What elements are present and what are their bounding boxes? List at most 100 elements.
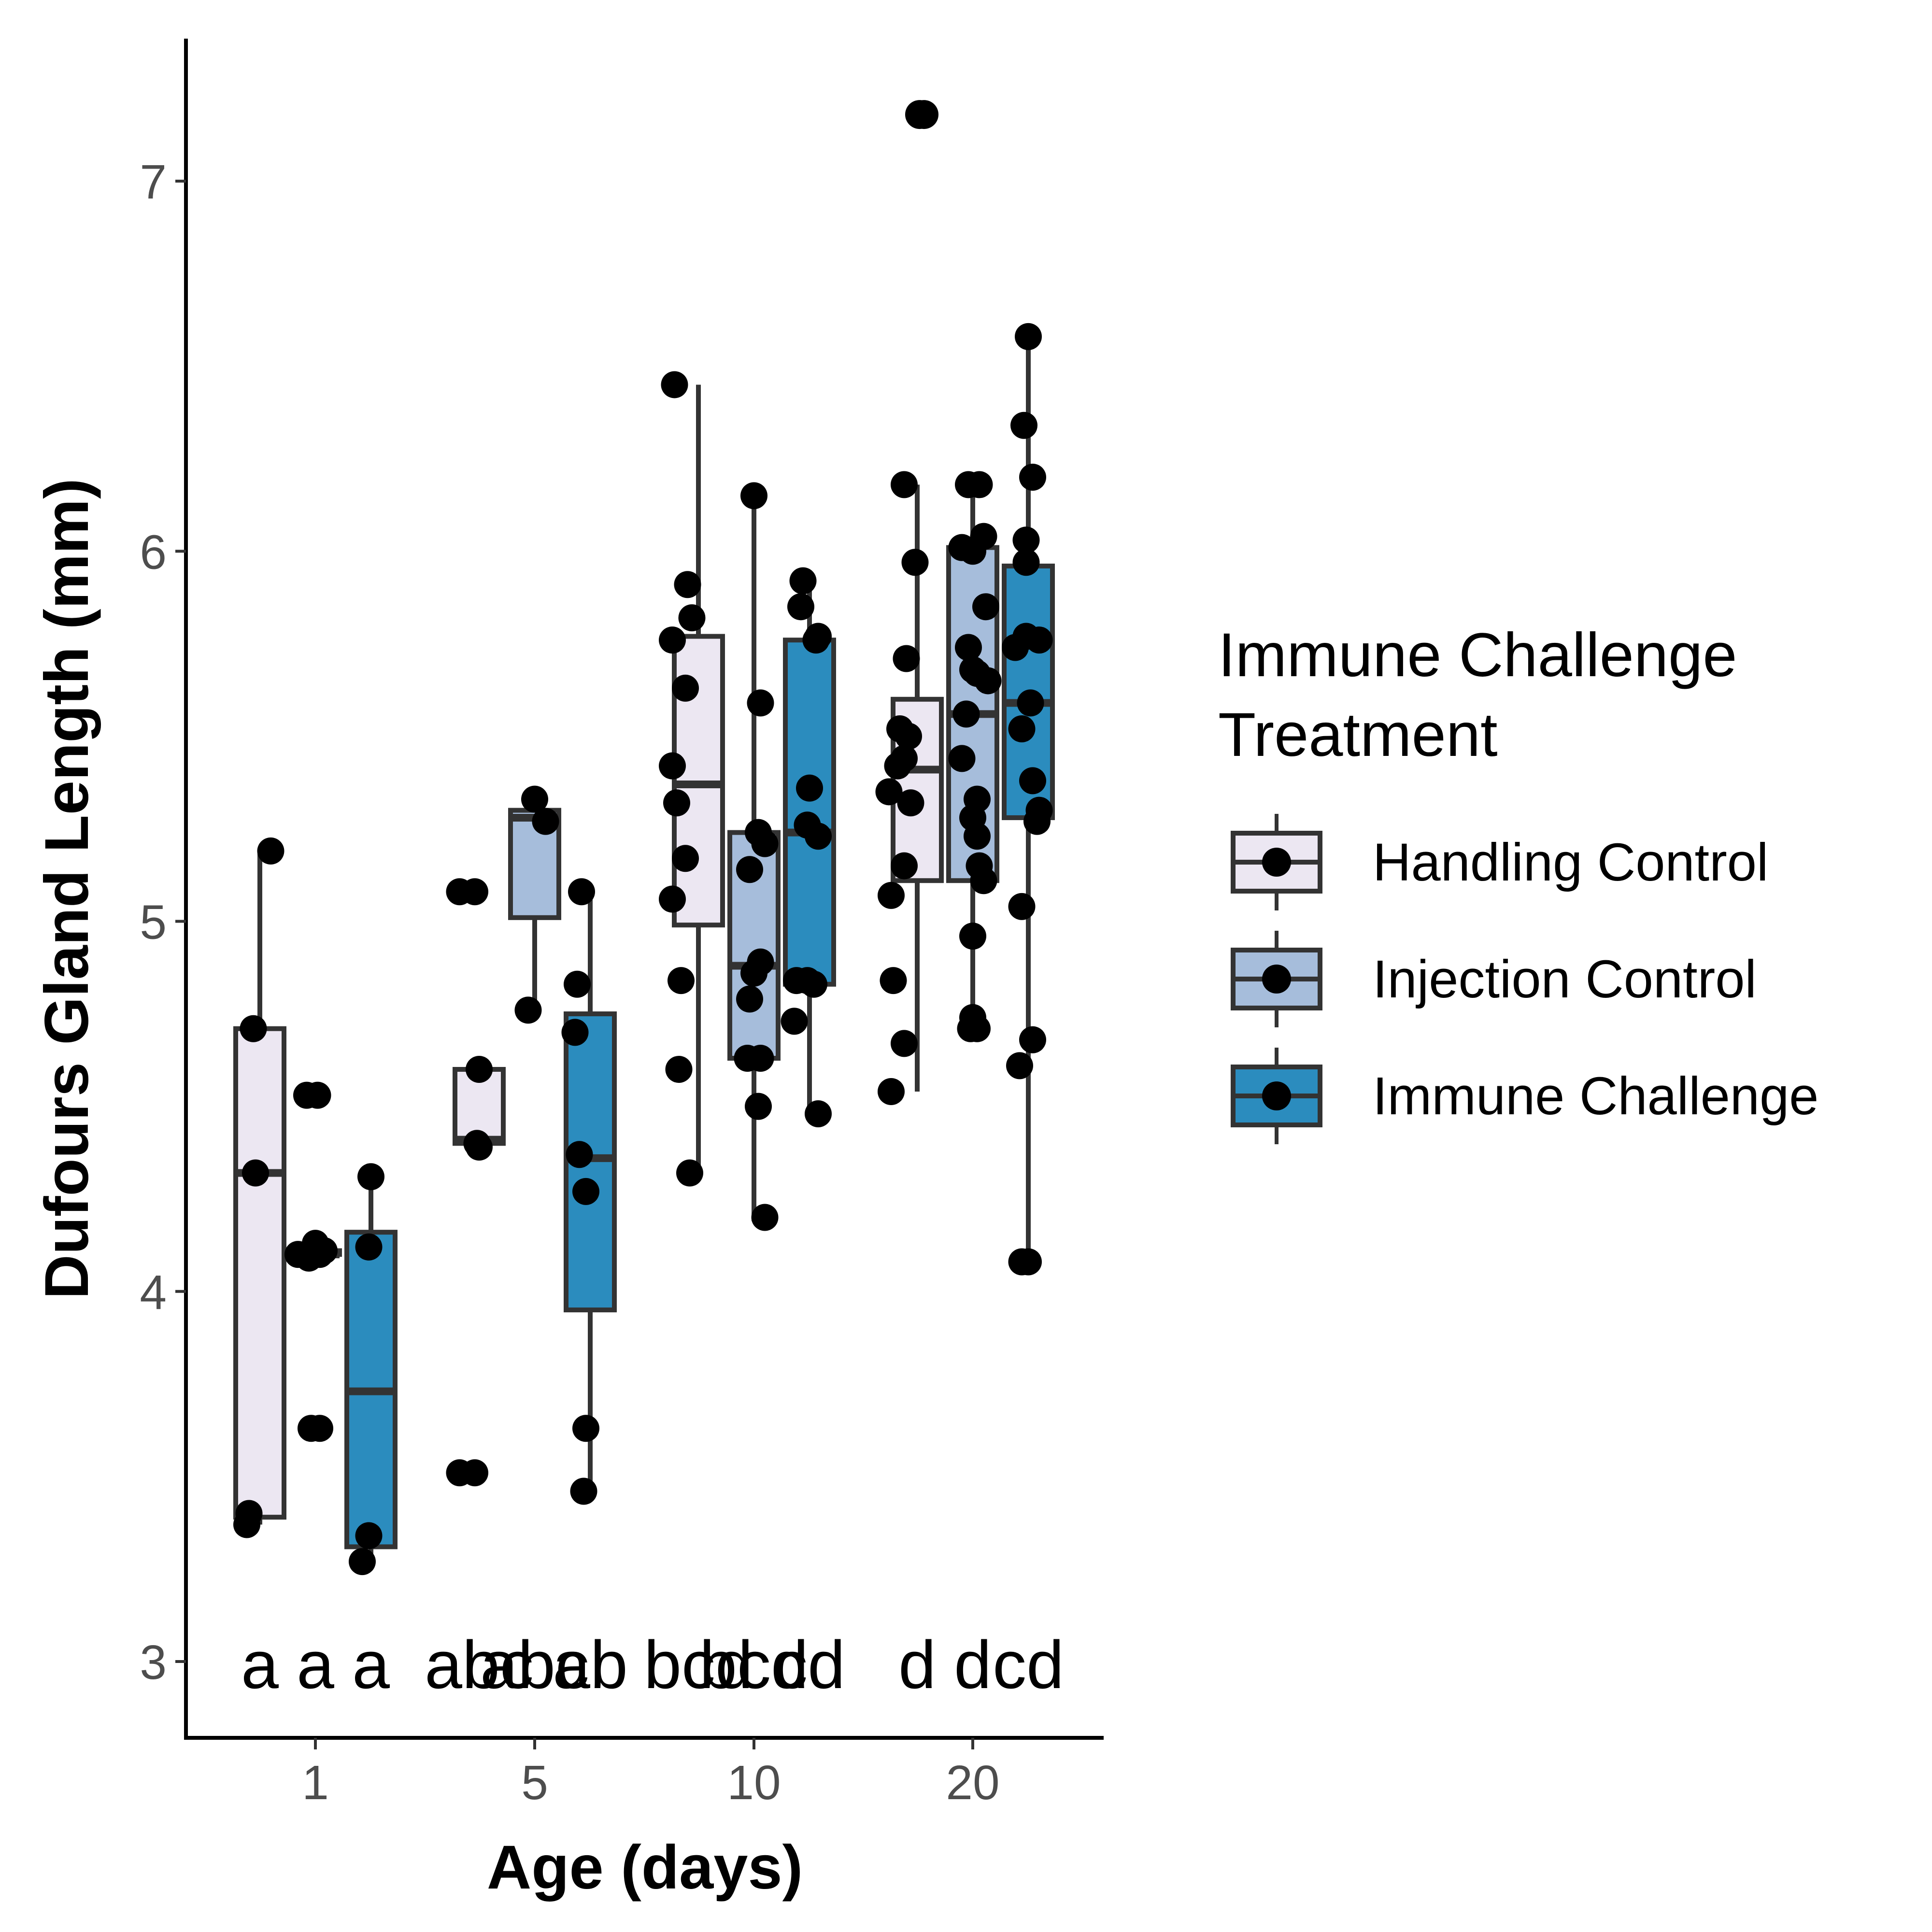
data-point — [1017, 689, 1044, 717]
data-point — [891, 852, 918, 880]
legend-title-line-1: Immune Challenge — [1218, 621, 1737, 690]
data-point — [242, 1159, 269, 1187]
significance-letter: cd — [774, 1627, 845, 1703]
legend-label: Injection Control — [1373, 950, 1757, 1009]
box-handling-control-1 — [233, 837, 286, 1538]
data-point — [948, 745, 976, 772]
data-point — [966, 471, 993, 498]
box-injection-control-1 — [284, 1081, 342, 1442]
legend-label: Immune Challenge — [1373, 1066, 1818, 1126]
box-injection-control-20 — [946, 471, 1002, 1042]
box-handling-control-10 — [659, 371, 725, 1187]
box-handling-control-20 — [875, 471, 944, 1105]
data-point — [891, 471, 918, 498]
significance-letter: d — [954, 1627, 992, 1703]
legend-item-immune-challenge: Immune Challenge — [1231, 1048, 1818, 1144]
data-point — [668, 967, 695, 994]
data-point — [751, 1204, 779, 1231]
data-point — [1019, 767, 1046, 795]
data-point — [901, 549, 929, 576]
box-rect — [233, 1026, 286, 1520]
y-tick-label: 3 — [140, 1635, 167, 1690]
legend-key-point — [1262, 848, 1291, 877]
data-point — [461, 878, 488, 906]
y-tick-label: 5 — [140, 895, 167, 950]
data-point — [781, 1008, 808, 1035]
y-tick-label: 6 — [140, 525, 167, 579]
legend-key-point — [1262, 1081, 1291, 1110]
significance-letter: a — [297, 1627, 334, 1703]
significance-letter: a — [352, 1627, 390, 1703]
data-point — [659, 626, 686, 654]
box-immune-challenge-10 — [781, 567, 836, 1127]
data-point — [897, 789, 924, 817]
x-axis-title: Age (days) — [487, 1833, 803, 1902]
data-point — [805, 823, 832, 850]
data-point — [659, 885, 686, 913]
data-point — [952, 700, 980, 728]
data-point — [895, 723, 922, 750]
data-point — [532, 808, 559, 835]
data-point — [570, 1477, 597, 1505]
data-point — [751, 830, 779, 857]
data-point — [674, 571, 701, 598]
significance-letter: d — [898, 1627, 936, 1703]
data-point — [736, 856, 763, 883]
box-injection-control-10 — [727, 482, 781, 1231]
data-point — [959, 923, 986, 950]
y-tick-label: 7 — [140, 155, 167, 209]
data-point — [957, 1015, 984, 1042]
data-point — [661, 371, 688, 398]
data-point — [355, 1233, 383, 1261]
data-point — [802, 626, 830, 654]
outlier-point — [909, 100, 938, 129]
data-point — [566, 1141, 593, 1168]
data-point — [878, 881, 905, 909]
data-point — [891, 1030, 918, 1057]
data-point — [564, 970, 591, 998]
significance-letter: bcd — [699, 1627, 809, 1703]
data-point — [800, 970, 827, 998]
data-point — [747, 1045, 774, 1072]
data-point — [659, 752, 686, 780]
data-point — [349, 1548, 376, 1576]
legend-key-point — [1262, 965, 1291, 994]
significance-letter: abc — [480, 1627, 589, 1703]
data-point — [955, 634, 982, 661]
data-point — [789, 567, 817, 595]
data-point — [306, 1415, 333, 1442]
data-point — [1006, 1052, 1033, 1080]
box-injection-control-5 — [508, 785, 561, 1024]
data-point — [796, 774, 823, 802]
box-immune-challenge-5 — [561, 878, 617, 1505]
data-point — [461, 1459, 488, 1487]
data-point — [1015, 1248, 1042, 1276]
data-point — [964, 823, 991, 850]
data-point — [884, 752, 911, 780]
data-point — [740, 959, 767, 987]
data-point — [572, 1415, 599, 1442]
data-point — [311, 1237, 338, 1264]
legend-title-line-2: Treatment — [1218, 700, 1498, 769]
data-point — [672, 845, 699, 872]
data-point — [572, 1178, 599, 1205]
data-point — [1015, 323, 1042, 350]
data-point — [745, 1093, 772, 1120]
data-point — [747, 689, 774, 717]
data-point — [257, 837, 284, 865]
box-immune-challenge-1 — [344, 1163, 398, 1576]
significance-letter: bcd — [644, 1627, 753, 1703]
data-point — [787, 593, 814, 621]
box-handling-control-5 — [446, 878, 506, 1487]
significance-letter: a — [241, 1627, 279, 1703]
data-point — [972, 593, 999, 621]
data-point — [233, 1511, 260, 1538]
data-point — [1023, 808, 1051, 835]
x-tick-label: 10 — [727, 1756, 781, 1810]
legend-item-injection-control: Injection Control — [1231, 931, 1757, 1027]
data-point — [964, 660, 991, 687]
significance-letter: ab — [553, 1627, 628, 1703]
data-point — [355, 1522, 383, 1549]
